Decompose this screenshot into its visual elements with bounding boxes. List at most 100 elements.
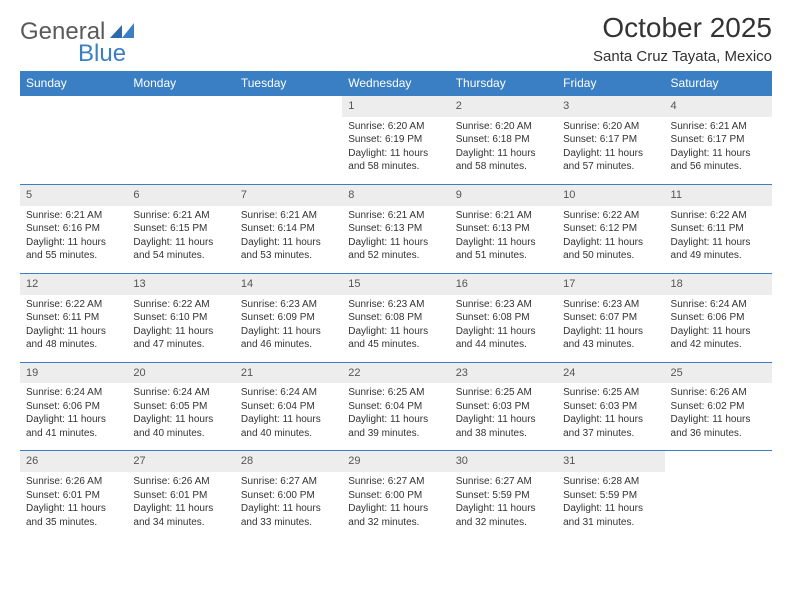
day-d1: Daylight: 11 hours [563, 413, 658, 427]
day-sr: Sunrise: 6:23 AM [241, 298, 336, 312]
day-ss: Sunset: 6:01 PM [133, 489, 228, 503]
weekday-header: Monday [127, 71, 234, 96]
day-d2: and 58 minutes. [456, 160, 551, 174]
day-sr: Sunrise: 6:22 AM [133, 298, 228, 312]
day-d2: and 37 minutes. [563, 427, 658, 441]
day-d1: Daylight: 11 hours [241, 502, 336, 516]
day-sr: Sunrise: 6:24 AM [26, 386, 121, 400]
day-number-cell: 16 [450, 273, 557, 294]
weekday-header: Sunday [20, 71, 127, 96]
day-d2: and 58 minutes. [348, 160, 443, 174]
day-detail-cell: Sunrise: 6:21 AMSunset: 6:15 PMDaylight:… [127, 206, 234, 274]
day-ss: Sunset: 6:11 PM [671, 222, 766, 236]
day-detail-cell: Sunrise: 6:20 AMSunset: 6:19 PMDaylight:… [342, 117, 449, 185]
day-ss: Sunset: 6:13 PM [348, 222, 443, 236]
day-d1: Daylight: 11 hours [563, 147, 658, 161]
weekday-header: Wednesday [342, 71, 449, 96]
day-detail-cell: Sunrise: 6:21 AMSunset: 6:13 PMDaylight:… [342, 206, 449, 274]
day-sr: Sunrise: 6:24 AM [671, 298, 766, 312]
day-ss: Sunset: 6:14 PM [241, 222, 336, 236]
day-sr: Sunrise: 6:21 AM [671, 120, 766, 134]
calendar-table: Sunday Monday Tuesday Wednesday Thursday… [20, 71, 772, 539]
day-detail-cell [127, 117, 234, 185]
day-ss: Sunset: 6:05 PM [133, 400, 228, 414]
day-detail-cell: Sunrise: 6:23 AMSunset: 6:08 PMDaylight:… [342, 295, 449, 363]
day-number-cell: 27 [127, 451, 234, 472]
weekday-header-row: Sunday Monday Tuesday Wednesday Thursday… [20, 71, 772, 96]
day-d1: Daylight: 11 hours [241, 413, 336, 427]
day-ss: Sunset: 6:06 PM [26, 400, 121, 414]
day-number-cell [127, 96, 234, 117]
day-d1: Daylight: 11 hours [671, 147, 766, 161]
day-d2: and 40 minutes. [241, 427, 336, 441]
day-sr: Sunrise: 6:22 AM [563, 209, 658, 223]
day-detail-cell: Sunrise: 6:28 AMSunset: 5:59 PMDaylight:… [557, 472, 664, 539]
day-ss: Sunset: 6:00 PM [348, 489, 443, 503]
day-d1: Daylight: 11 hours [456, 325, 551, 339]
day-detail-cell: Sunrise: 6:27 AMSunset: 5:59 PMDaylight:… [450, 472, 557, 539]
day-number-cell: 1 [342, 96, 449, 117]
day-sr: Sunrise: 6:24 AM [241, 386, 336, 400]
day-d1: Daylight: 11 hours [671, 325, 766, 339]
day-sr: Sunrise: 6:23 AM [456, 298, 551, 312]
weekday-header: Thursday [450, 71, 557, 96]
day-sr: Sunrise: 6:21 AM [133, 209, 228, 223]
day-number-cell: 17 [557, 273, 664, 294]
day-number-cell [235, 96, 342, 117]
day-d1: Daylight: 11 hours [241, 325, 336, 339]
day-d2: and 46 minutes. [241, 338, 336, 352]
detail-row: Sunrise: 6:22 AMSunset: 6:11 PMDaylight:… [20, 295, 772, 363]
day-number-cell: 26 [20, 451, 127, 472]
day-ss: Sunset: 6:10 PM [133, 311, 228, 325]
detail-row: Sunrise: 6:21 AMSunset: 6:16 PMDaylight:… [20, 206, 772, 274]
day-d2: and 49 minutes. [671, 249, 766, 263]
day-d2: and 42 minutes. [671, 338, 766, 352]
day-sr: Sunrise: 6:28 AM [563, 475, 658, 489]
day-detail-cell: Sunrise: 6:27 AMSunset: 6:00 PMDaylight:… [235, 472, 342, 539]
day-ss: Sunset: 5:59 PM [456, 489, 551, 503]
day-number-cell: 7 [235, 184, 342, 205]
day-d1: Daylight: 11 hours [26, 502, 121, 516]
day-sr: Sunrise: 6:25 AM [456, 386, 551, 400]
day-number-cell: 10 [557, 184, 664, 205]
day-sr: Sunrise: 6:20 AM [348, 120, 443, 134]
day-d2: and 31 minutes. [563, 516, 658, 530]
day-sr: Sunrise: 6:22 AM [26, 298, 121, 312]
day-number-cell: 25 [665, 362, 772, 383]
day-d2: and 52 minutes. [348, 249, 443, 263]
day-detail-cell: Sunrise: 6:26 AMSunset: 6:01 PMDaylight:… [127, 472, 234, 539]
day-d2: and 48 minutes. [26, 338, 121, 352]
day-d2: and 57 minutes. [563, 160, 658, 174]
day-ss: Sunset: 6:11 PM [26, 311, 121, 325]
day-d1: Daylight: 11 hours [671, 413, 766, 427]
day-detail-cell: Sunrise: 6:21 AMSunset: 6:17 PMDaylight:… [665, 117, 772, 185]
day-d1: Daylight: 11 hours [348, 413, 443, 427]
logo-line2: Blue [24, 40, 126, 68]
day-detail-cell: Sunrise: 6:27 AMSunset: 6:00 PMDaylight:… [342, 472, 449, 539]
day-sr: Sunrise: 6:25 AM [563, 386, 658, 400]
weekday-header: Saturday [665, 71, 772, 96]
day-detail-cell: Sunrise: 6:26 AMSunset: 6:02 PMDaylight:… [665, 383, 772, 451]
day-sr: Sunrise: 6:27 AM [241, 475, 336, 489]
day-sr: Sunrise: 6:27 AM [348, 475, 443, 489]
day-d1: Daylight: 11 hours [456, 147, 551, 161]
day-d1: Daylight: 11 hours [241, 236, 336, 250]
detail-row: Sunrise: 6:20 AMSunset: 6:19 PMDaylight:… [20, 117, 772, 185]
day-number-cell: 29 [342, 451, 449, 472]
day-ss: Sunset: 6:02 PM [671, 400, 766, 414]
day-detail-cell: Sunrise: 6:25 AMSunset: 6:03 PMDaylight:… [450, 383, 557, 451]
day-ss: Sunset: 6:01 PM [26, 489, 121, 503]
day-detail-cell: Sunrise: 6:21 AMSunset: 6:14 PMDaylight:… [235, 206, 342, 274]
day-detail-cell: Sunrise: 6:23 AMSunset: 6:08 PMDaylight:… [450, 295, 557, 363]
day-number-cell: 5 [20, 184, 127, 205]
day-ss: Sunset: 6:15 PM [133, 222, 228, 236]
day-number-cell: 13 [127, 273, 234, 294]
daynum-row: 19202122232425 [20, 362, 772, 383]
day-detail-cell: Sunrise: 6:23 AMSunset: 6:07 PMDaylight:… [557, 295, 664, 363]
day-sr: Sunrise: 6:24 AM [133, 386, 228, 400]
day-number-cell: 11 [665, 184, 772, 205]
day-detail-cell [665, 472, 772, 539]
weekday-header: Friday [557, 71, 664, 96]
detail-row: Sunrise: 6:26 AMSunset: 6:01 PMDaylight:… [20, 472, 772, 539]
day-sr: Sunrise: 6:21 AM [241, 209, 336, 223]
